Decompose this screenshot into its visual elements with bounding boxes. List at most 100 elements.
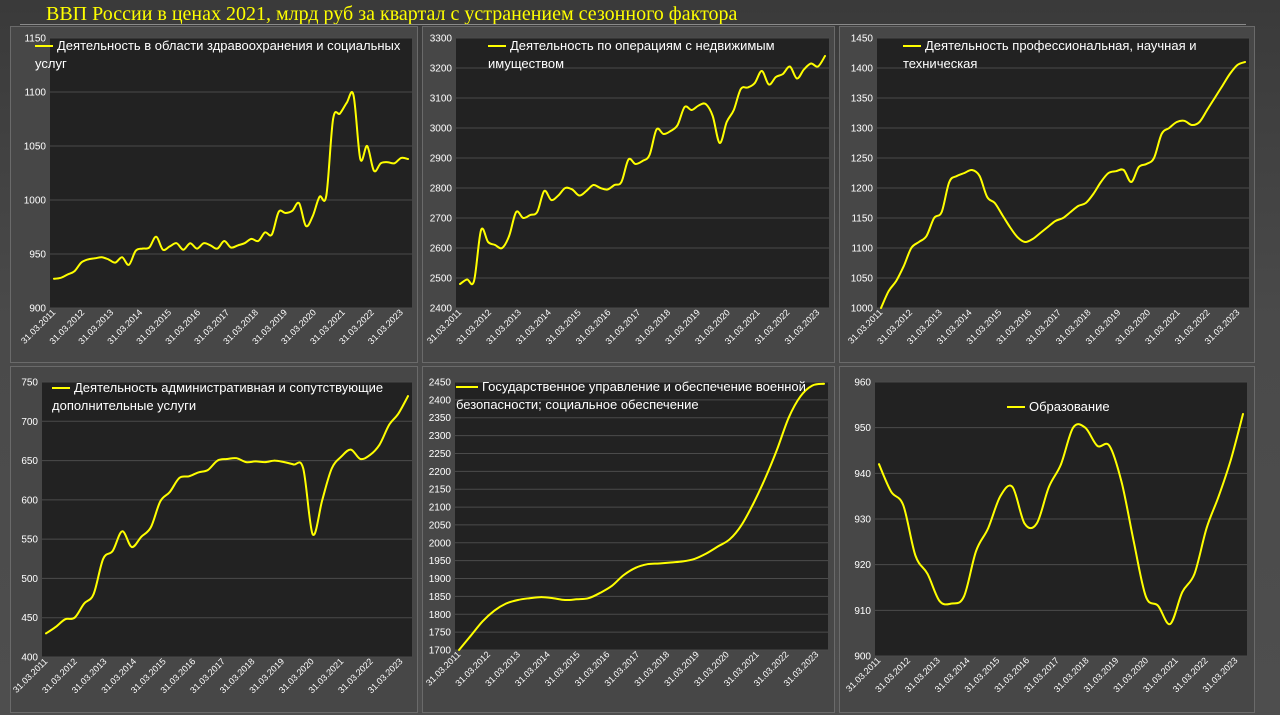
data-point xyxy=(824,55,826,57)
data-point xyxy=(311,215,314,217)
data-point xyxy=(578,194,581,197)
data-point xyxy=(1145,595,1147,598)
data-point xyxy=(1229,73,1231,75)
plot-area xyxy=(42,382,412,657)
legend-label: техническая xyxy=(903,56,977,71)
chart-administrative: 40045050055060065070075031.03.201131.03.… xyxy=(11,378,412,695)
plot-area xyxy=(455,382,828,650)
data-point xyxy=(963,595,965,598)
data-point xyxy=(1244,61,1246,63)
y-tick-label: 2700 xyxy=(430,214,453,225)
data-point xyxy=(1169,623,1171,625)
data-point xyxy=(130,546,133,548)
data-point xyxy=(1193,573,1196,575)
legend-label: безопасности; социальное обеспечение xyxy=(456,397,699,412)
y-tick-label: 1850 xyxy=(429,592,452,603)
y-tick-label: 1200 xyxy=(851,184,874,195)
data-point xyxy=(978,175,981,177)
y-tick-label: 1450 xyxy=(851,34,874,45)
data-point xyxy=(223,240,225,242)
data-point xyxy=(501,247,503,249)
data-point xyxy=(963,172,966,174)
data-point xyxy=(752,502,755,505)
data-point xyxy=(284,212,287,214)
data-point xyxy=(776,449,778,451)
y-tick-label: 700 xyxy=(21,417,38,428)
data-point xyxy=(407,158,409,160)
data-point xyxy=(340,455,343,458)
data-point xyxy=(331,467,333,470)
data-point xyxy=(459,283,461,285)
data-point xyxy=(1096,445,1099,447)
chart-panel-education: 900 910 920 930 940 950 960 31.03.2011 31.03.201… xyxy=(839,366,1255,713)
data-point xyxy=(529,214,531,216)
data-point xyxy=(339,112,341,115)
data-point xyxy=(1072,426,1074,429)
data-point xyxy=(768,83,770,86)
data-point xyxy=(747,86,749,89)
data-point xyxy=(397,412,400,415)
data-point xyxy=(641,160,644,162)
data-point xyxy=(466,278,468,281)
y-tick-label: 2050 xyxy=(429,520,452,531)
data-point xyxy=(634,163,637,165)
data-point xyxy=(318,196,321,198)
data-point xyxy=(552,597,554,599)
data-point xyxy=(1133,541,1135,543)
y-tick-label: 3100 xyxy=(430,94,453,105)
data-point xyxy=(810,62,812,65)
data-point xyxy=(182,248,185,251)
data-point xyxy=(1206,109,1208,111)
data-point xyxy=(121,256,123,258)
y-tick-label: 1400 xyxy=(851,64,874,75)
y-tick-label: 3000 xyxy=(430,124,453,135)
data-point xyxy=(189,242,191,244)
legend-label: дополнительные услуги xyxy=(52,398,196,413)
data-point xyxy=(1108,445,1111,447)
data-point xyxy=(1181,591,1184,593)
data-point xyxy=(697,104,700,107)
data-point xyxy=(380,162,382,165)
data-point xyxy=(1205,527,1208,529)
data-point xyxy=(1183,120,1186,122)
y-tick-label: 950 xyxy=(854,423,871,434)
data-point xyxy=(277,211,280,213)
y-tick-label: 1150 xyxy=(24,34,46,45)
data-point xyxy=(352,94,355,96)
legend-label: Деятельность по операциям с недвижимым xyxy=(510,38,775,53)
data-point xyxy=(599,187,602,189)
y-tick-label: 750 xyxy=(21,378,38,389)
y-tick-label: 3300 xyxy=(430,34,453,45)
data-point xyxy=(80,261,82,264)
data-point xyxy=(717,545,719,548)
data-point xyxy=(895,280,897,282)
y-tick-label: 2200 xyxy=(429,467,452,478)
legend-label: Деятельность в области здравоохранения и… xyxy=(57,38,401,53)
chart-panel-real-estate: 2400 2500 2600 2700 2800 2900 3000 3100 3200 3300… xyxy=(422,26,835,363)
data-point xyxy=(1138,166,1140,168)
data-point xyxy=(175,242,178,244)
data-point xyxy=(971,169,973,171)
data-point xyxy=(216,247,219,250)
data-point xyxy=(740,88,742,90)
data-point xyxy=(910,247,913,249)
y-tick-label: 3200 xyxy=(430,64,453,75)
data-point xyxy=(564,599,566,601)
data-point xyxy=(481,620,484,623)
data-point xyxy=(216,459,219,462)
data-point xyxy=(999,495,1002,497)
data-point xyxy=(207,469,209,471)
data-point xyxy=(480,229,482,231)
legend-label: услуг xyxy=(35,56,67,71)
data-point xyxy=(378,444,381,446)
data-point xyxy=(168,245,171,248)
y-tick-label: 450 xyxy=(21,613,38,624)
y-tick-label: 1300 xyxy=(851,124,874,135)
data-point xyxy=(662,133,665,135)
y-tick-label: 2250 xyxy=(429,449,452,460)
data-point xyxy=(64,618,66,621)
data-point xyxy=(264,461,266,463)
y-tick-label: 2350 xyxy=(429,413,452,424)
y-tick-label: 2000 xyxy=(429,538,452,549)
data-point xyxy=(683,106,686,108)
